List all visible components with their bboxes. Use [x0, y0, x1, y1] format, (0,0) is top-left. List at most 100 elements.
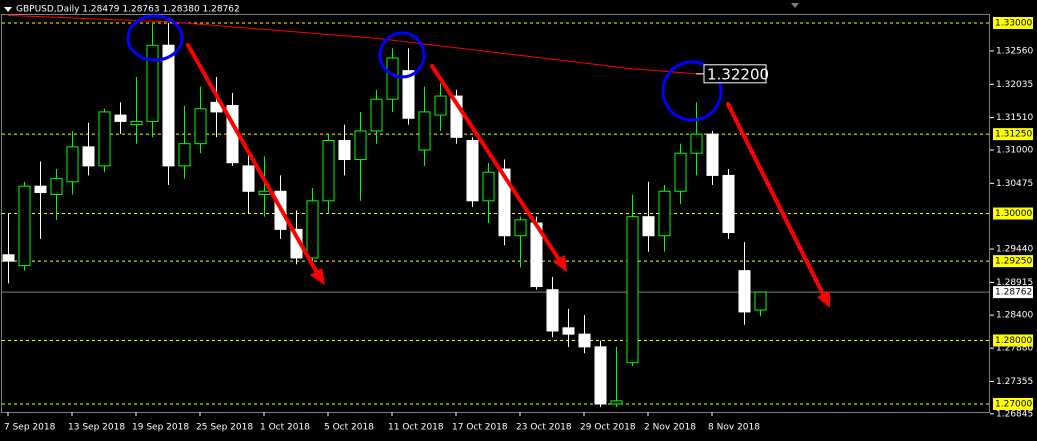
level-label: 1.28000: [995, 336, 1032, 346]
candle-body: [514, 219, 527, 237]
candle-body: [258, 190, 271, 195]
y-tick-label: 1.28915: [996, 278, 1033, 288]
level-label-box: [993, 255, 1033, 268]
candle-body: [690, 133, 703, 154]
x-tick-label: 17 Oct 2018: [452, 423, 508, 433]
candle-body: [50, 178, 63, 195]
level-label: 1.29250: [995, 257, 1032, 267]
candle-body: [738, 270, 751, 313]
y-tick-label: 1.26845: [996, 409, 1033, 419]
candle-body: [610, 400, 623, 405]
candle-body: [114, 114, 127, 122]
x-tick-label: 5 Oct 2018: [324, 423, 374, 433]
level-label-box: [993, 17, 1033, 30]
annotation-box: [703, 64, 767, 84]
candle-body: [2, 254, 15, 262]
y-tick-label: 1.27355: [996, 377, 1033, 387]
candle-body: [402, 70, 415, 119]
candle-body: [482, 171, 495, 202]
level-label: 1.33000: [995, 19, 1032, 29]
candle-body: [162, 44, 175, 167]
x-tick-label: 29 Oct 2018: [580, 423, 636, 433]
scroll-marker: [791, 3, 799, 8]
candle-body: [178, 143, 191, 167]
level-label-box: [993, 334, 1033, 347]
level-label-box: [993, 128, 1033, 141]
candle-body: [146, 44, 159, 122]
arrow: [726, 102, 828, 302]
candle-body: [498, 168, 511, 237]
candle-body: [130, 120, 143, 126]
candle-body: [322, 139, 335, 202]
price-label-box: [993, 286, 1033, 299]
candle-body: [562, 327, 575, 335]
arrow-head: [310, 268, 325, 285]
annotations: [126, 14, 830, 308]
circle: [126, 14, 184, 62]
y-tick-label: 1.31000: [996, 146, 1033, 156]
moving-average: [7, 14, 761, 77]
candle-body: [18, 185, 31, 267]
x-tick-label: 19 Sep 2018: [132, 423, 189, 433]
candle-body: [546, 289, 559, 332]
candle-body: [370, 98, 383, 132]
candle-body: [354, 130, 367, 161]
y-tick-label: 1.29440: [996, 245, 1033, 255]
candle-body: [82, 146, 95, 167]
y-tick-label: 1.31510: [996, 113, 1033, 123]
candle-body: [418, 111, 431, 151]
arrow: [186, 43, 322, 280]
menu-triangle[interactable]: [4, 7, 12, 12]
x-tick-label: 11 Oct 2018: [388, 423, 444, 433]
y-tick-label: 1.32035: [996, 80, 1033, 90]
candle-body: [594, 346, 607, 405]
candle-body: [434, 95, 447, 116]
candle-body: [450, 95, 463, 138]
candle-body: [386, 57, 399, 100]
candle-body: [98, 111, 111, 167]
level-label-box: [993, 207, 1033, 220]
candle-body: [642, 216, 655, 237]
level-label-box: [993, 397, 1033, 410]
y-tick-label: 1.28400: [996, 311, 1033, 321]
candle-body: [658, 190, 671, 237]
candle-body: [626, 216, 639, 364]
x-tick-label: 2 Nov 2018: [644, 423, 696, 433]
x-tick-label: 23 Oct 2018: [516, 423, 572, 433]
price-label: 1.28762: [995, 288, 1032, 298]
candle-body: [578, 333, 591, 348]
arrow-head: [553, 255, 567, 272]
x-tick-label: 8 Nov 2018: [708, 423, 760, 433]
arrow-head: [817, 291, 830, 308]
circle: [661, 60, 723, 122]
chart-title: GBPUSD,Daily 1.28479 1.28763 1.28380 1.2…: [16, 5, 240, 15]
plot-frame: [1, 14, 990, 413]
level-label: 1.30000: [995, 209, 1032, 219]
plot: 1.32560 1.32035 1.31510 1.31000 1.30475 1.294…: [2, 14, 1033, 433]
level-label: 1.31250: [995, 130, 1032, 140]
x-tick-label: 13 Sep 2018: [68, 423, 125, 433]
x-tick-label: 1 Oct 2018: [260, 423, 310, 433]
circle: [378, 31, 426, 79]
candle-body: [338, 139, 351, 161]
y-tick-label: 1.27880: [996, 344, 1033, 354]
candle-body: [242, 165, 255, 192]
candle-body: [674, 152, 687, 192]
x-tick-label: 7 Sep 2018: [4, 423, 56, 433]
level-label: 1.27000: [995, 399, 1032, 409]
candle-body: [722, 174, 735, 234]
x-tick-label: 25 Sep 2018: [196, 423, 253, 433]
candle-body: [706, 133, 719, 176]
annotation-label: 1.32200: [707, 65, 769, 83]
arrow: [430, 64, 564, 266]
candle-body: [466, 139, 479, 202]
candle-body: [194, 108, 207, 145]
candle-body: [34, 185, 47, 194]
y-tick-label: 1.30475: [996, 179, 1033, 189]
y-tick-label: 1.32560: [996, 46, 1033, 56]
candle-body: [754, 291, 767, 311]
candle-body: [66, 146, 79, 183]
candle-body: [306, 200, 319, 259]
